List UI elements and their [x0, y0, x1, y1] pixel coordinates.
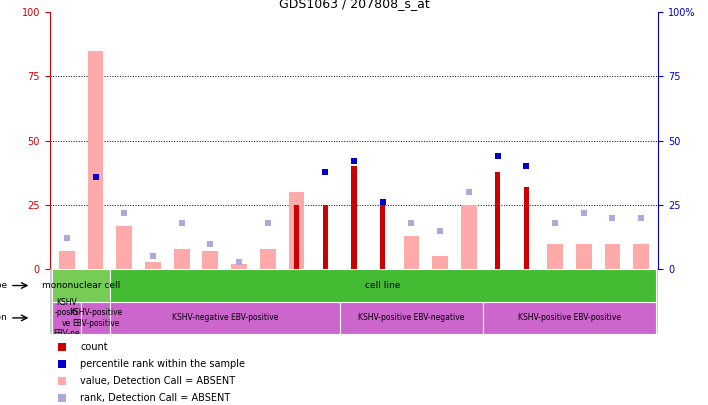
Text: count: count — [80, 342, 108, 352]
Bar — [351, 166, 357, 269]
Bar — [634, 243, 649, 269]
Text: KSHV
-positi
ve
EBV-ne: KSHV -positi ve EBV-ne — [54, 298, 80, 338]
Bar — [52, 269, 110, 302]
Text: KSHV-positive EBV-negative: KSHV-positive EBV-negative — [358, 313, 464, 322]
Bar — [52, 302, 81, 334]
Title: GDS1063 / 207808_s_at: GDS1063 / 207808_s_at — [279, 0, 429, 10]
Text: infection: infection — [0, 313, 7, 322]
Bar — [404, 236, 419, 269]
Bar — [547, 243, 563, 269]
Bar — [433, 256, 448, 269]
Bar — [173, 249, 190, 269]
Bar — [484, 302, 656, 334]
Text: cell type: cell type — [0, 281, 7, 290]
Bar — [294, 205, 299, 269]
Bar — [110, 302, 340, 334]
Text: KSHV-negative EBV-positive: KSHV-negative EBV-positive — [171, 313, 278, 322]
Bar — [380, 205, 385, 269]
Bar — [232, 264, 247, 269]
Bar — [495, 172, 500, 269]
Bar — [88, 51, 103, 269]
Bar — [116, 226, 132, 269]
Bar — [81, 302, 110, 334]
Bar — [576, 243, 592, 269]
Text: KSHV-positive
EBV-positive: KSHV-positive EBV-positive — [69, 308, 122, 328]
Text: percentile rank within the sample: percentile rank within the sample — [80, 359, 245, 369]
Text: cell line: cell line — [365, 281, 401, 290]
Text: rank, Detection Call = ABSENT: rank, Detection Call = ABSENT — [80, 393, 230, 403]
Bar — [202, 252, 218, 269]
Bar — [289, 192, 304, 269]
Text: mononuclear cell: mononuclear cell — [42, 281, 120, 290]
Bar — [145, 262, 161, 269]
Bar — [461, 205, 476, 269]
Text: KSHV-positive EBV-positive: KSHV-positive EBV-positive — [518, 313, 621, 322]
Bar — [605, 243, 620, 269]
Bar — [524, 187, 529, 269]
Bar — [260, 249, 275, 269]
Bar — [110, 269, 656, 302]
Text: value, Detection Call = ABSENT: value, Detection Call = ABSENT — [80, 376, 235, 386]
Bar — [59, 252, 74, 269]
Bar — [323, 205, 328, 269]
Bar — [340, 302, 484, 334]
